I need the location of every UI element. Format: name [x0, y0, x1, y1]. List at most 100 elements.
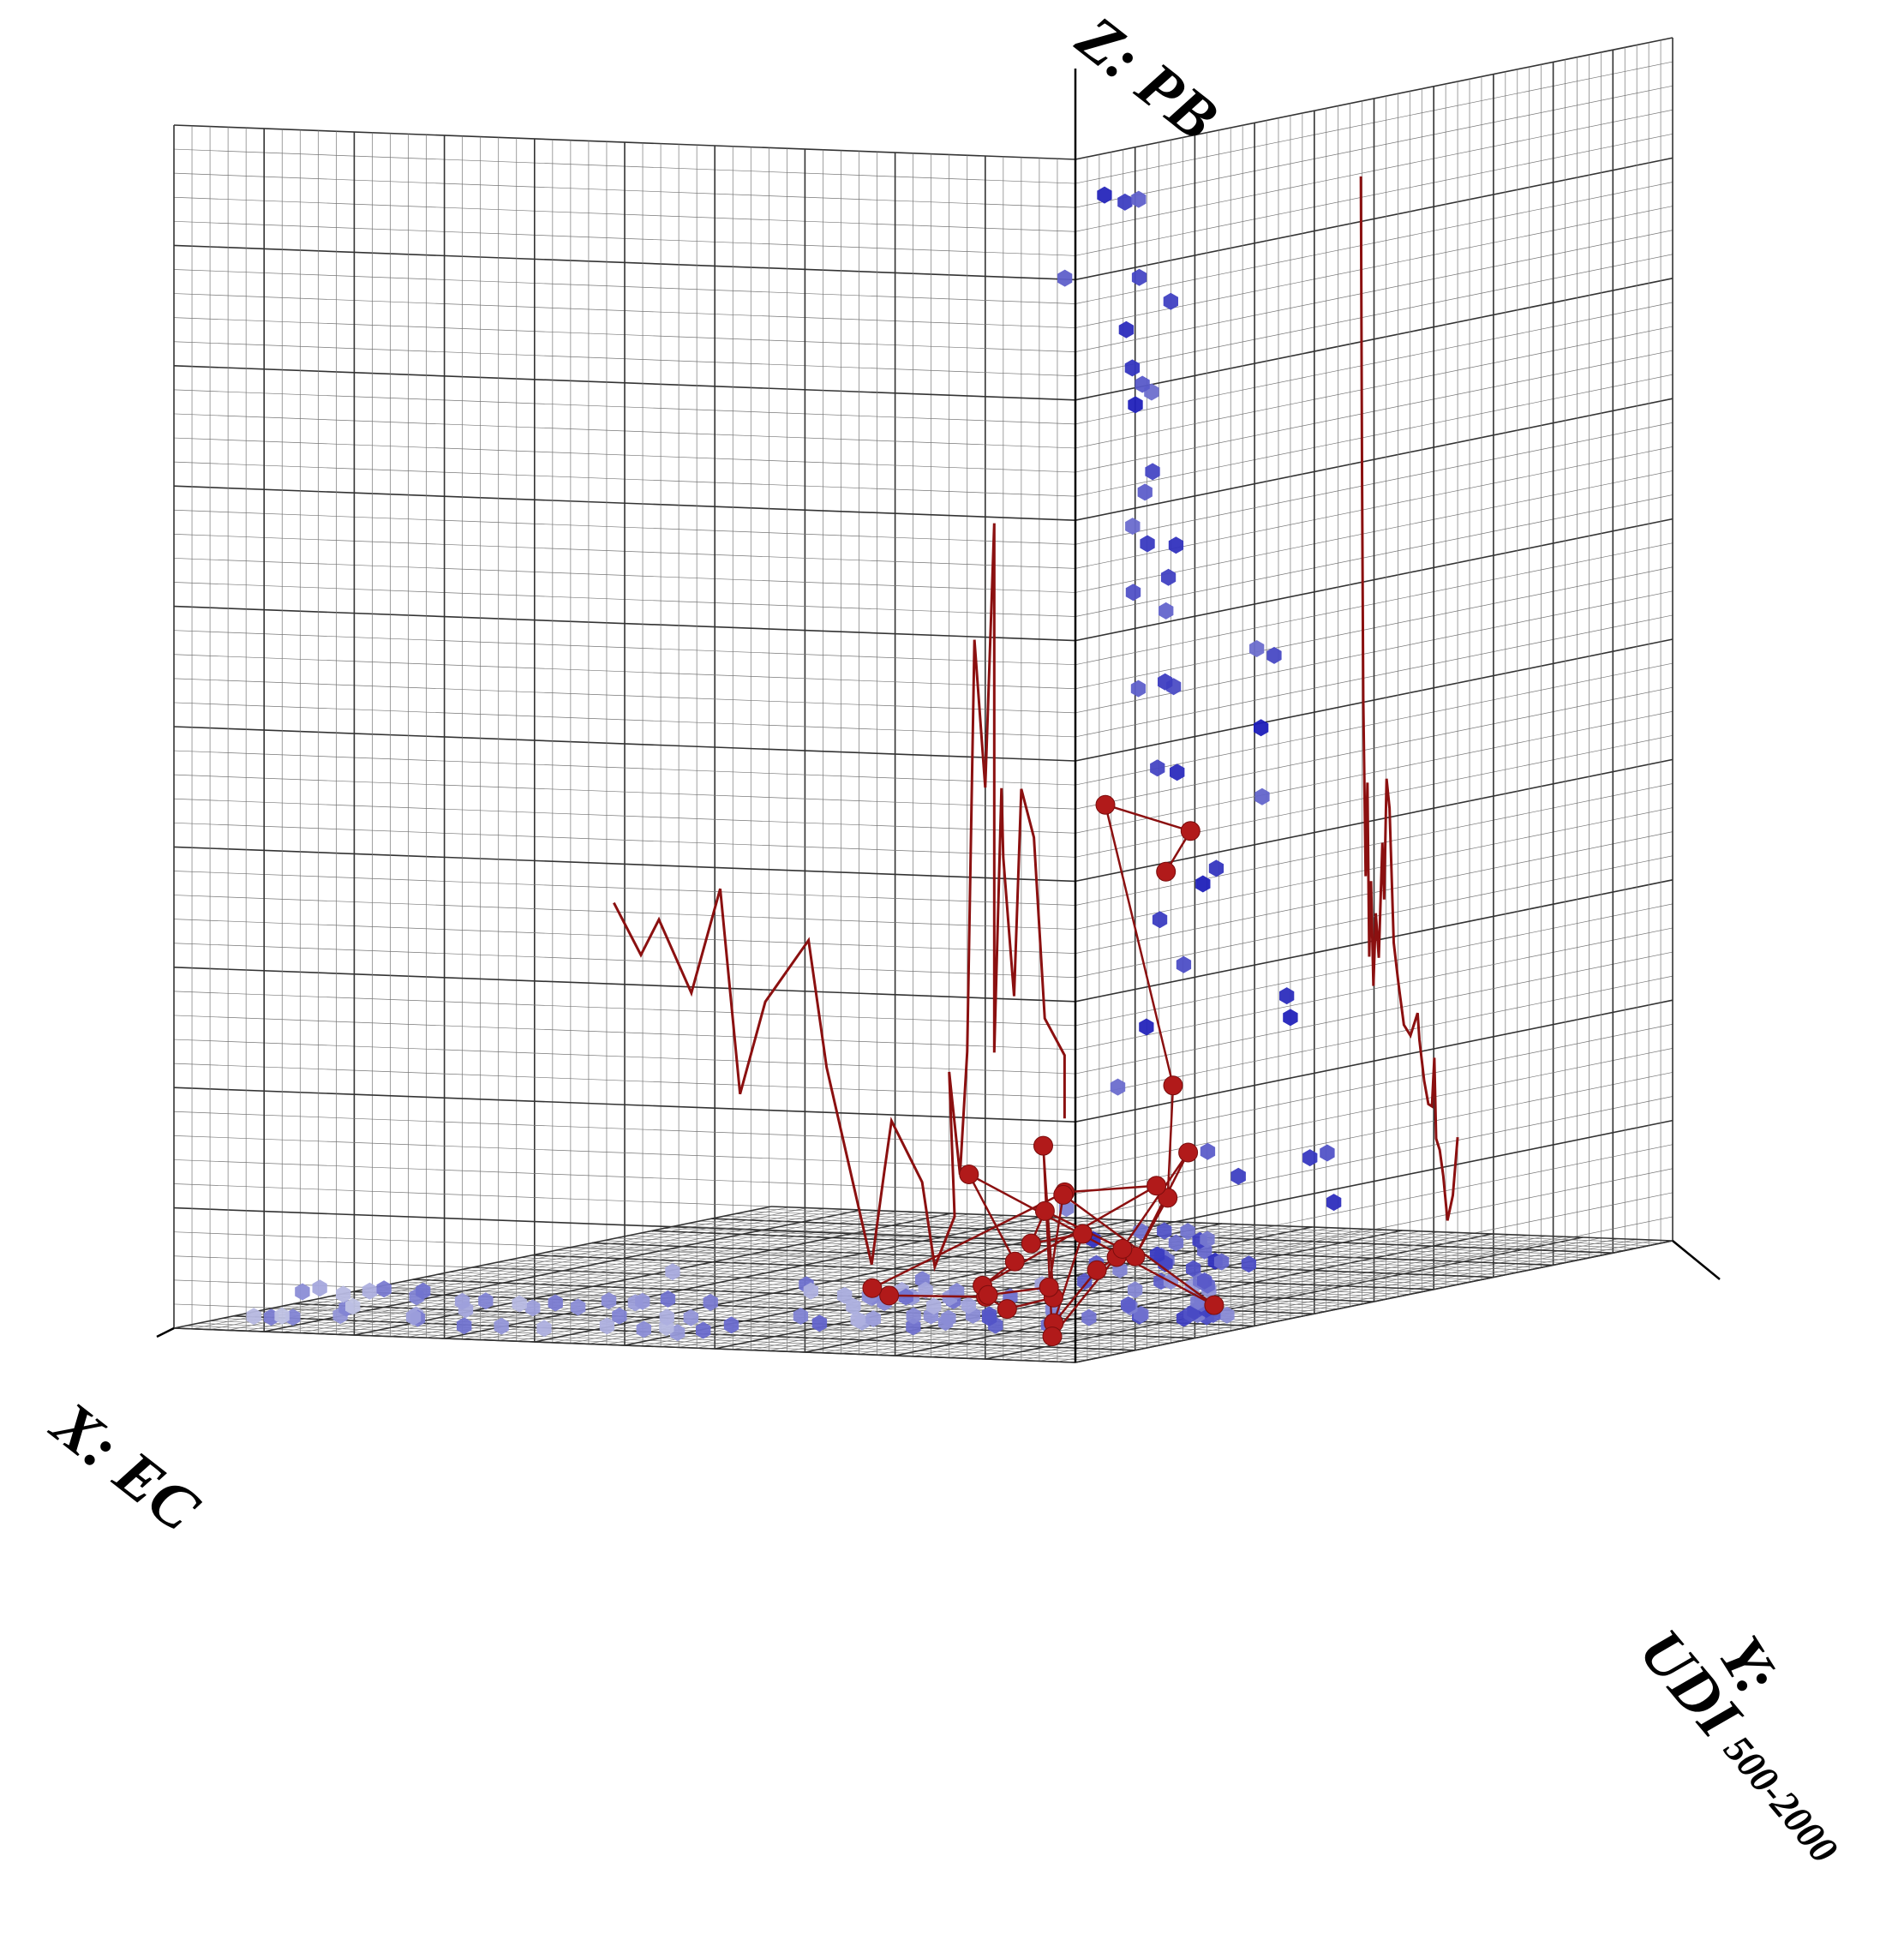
- cloud-point: [1279, 987, 1295, 1005]
- cloud-point: [659, 1308, 674, 1326]
- cloud-point: [457, 1317, 472, 1335]
- back-right-grid-line: [1075, 662, 1673, 786]
- floor-grid-line: [770, 1206, 1673, 1242]
- cloud-point: [1125, 584, 1141, 602]
- cloud-point: [1152, 911, 1168, 929]
- floor-grid-line: [532, 1254, 1434, 1290]
- pareto-point: [1180, 821, 1200, 841]
- cloud-point: [1121, 1296, 1136, 1314]
- pareto-point: [1156, 861, 1177, 882]
- cloud-point: [683, 1308, 698, 1326]
- back-wall-projection: [613, 523, 1066, 1272]
- cloud-point: [1170, 763, 1185, 781]
- cloud-point: [512, 1295, 527, 1313]
- back-left-grid-line: [173, 919, 1076, 954]
- cloud-point: [454, 1292, 470, 1310]
- cloud-point: [1157, 1222, 1172, 1240]
- cloud-point: [362, 1282, 377, 1300]
- pareto-point: [1073, 1224, 1093, 1244]
- pareto-point: [1204, 1295, 1224, 1315]
- back-right-grid-line: [1075, 638, 1673, 762]
- cloud-point: [1097, 186, 1112, 204]
- pareto-point: [1095, 794, 1116, 815]
- floor-grid-line: [591, 1242, 1494, 1278]
- cloud-point: [1124, 359, 1141, 377]
- cloud-point: [1125, 518, 1141, 536]
- back-left-grid-line: [173, 967, 1076, 1003]
- cloud-point: [612, 1307, 627, 1325]
- back-right-grid-line: [1075, 734, 1673, 858]
- pareto-point: [997, 1299, 1017, 1320]
- floor-grid-line: [496, 1261, 1398, 1297]
- back-left-grid-line: [173, 991, 1076, 1027]
- cloud-point: [1117, 193, 1133, 211]
- back-right-grid-line: [1075, 807, 1673, 930]
- cloud-point: [1140, 535, 1155, 553]
- back-left-grid-line: [173, 1207, 1076, 1243]
- back-right-grid-line: [1075, 831, 1673, 954]
- cloud-point: [1081, 1308, 1097, 1326]
- back-left-grid-line: [173, 1231, 1076, 1267]
- floor-grid-line: [627, 1235, 1530, 1271]
- cloud-point: [1158, 673, 1173, 691]
- right-wall-projection: [1359, 176, 1459, 1221]
- cloud-point: [1320, 1144, 1335, 1162]
- cloud-point: [1077, 1272, 1093, 1290]
- cloud-point: [660, 1290, 676, 1308]
- floor-grid-line: [579, 1245, 1482, 1280]
- pareto-point: [959, 1165, 979, 1184]
- y-axis-label-subscript: 500-2000: [1715, 1727, 1846, 1871]
- floor-grid-line: [723, 1216, 1626, 1251]
- cloud-point: [1186, 1260, 1201, 1278]
- pareto-point: [1163, 1075, 1183, 1096]
- back-left-grid-line: [173, 822, 1076, 858]
- cloud-point: [1180, 1223, 1195, 1241]
- cloud-point: [1302, 1149, 1318, 1167]
- pareto-point: [1039, 1277, 1059, 1297]
- floor-grid-line: [759, 1208, 1662, 1244]
- cloud-point: [1230, 1167, 1246, 1185]
- cloud-point: [599, 1317, 615, 1335]
- cloud-point: [636, 1320, 651, 1338]
- cloud-point: [1118, 320, 1135, 338]
- pareto-point: [1021, 1233, 1041, 1254]
- back-left-grid-line: [173, 750, 1076, 786]
- cloud-point: [1139, 1018, 1154, 1036]
- pareto-point: [1004, 1251, 1025, 1272]
- cloud-point: [803, 1282, 818, 1300]
- back-left-grid-line: [173, 1111, 1076, 1147]
- pareto-point: [1147, 1176, 1167, 1196]
- cloud-point: [941, 1309, 956, 1327]
- cloud-point: [635, 1292, 650, 1310]
- pareto-point: [1034, 1201, 1055, 1221]
- cloud-point: [1131, 268, 1147, 286]
- floor-grid-line: [699, 1220, 1602, 1256]
- cloud-point: [1150, 759, 1165, 777]
- back-left-grid-line: [173, 846, 1076, 883]
- cloud-point: [1200, 1142, 1216, 1160]
- cloud-point: [1128, 1281, 1143, 1299]
- cloud-point: [898, 1288, 913, 1306]
- cloud-point: [865, 1310, 881, 1327]
- cloud-point: [1131, 190, 1147, 208]
- cloud-point: [1200, 1230, 1215, 1248]
- projection-lines: [613, 176, 1459, 1272]
- pareto-front-line: [869, 803, 1215, 1339]
- back-left-grid-line: [173, 895, 1076, 930]
- floor-grid-line: [615, 1237, 1518, 1273]
- y-axis-line: [1672, 1240, 1721, 1280]
- cloud-point: [1135, 375, 1150, 393]
- cloud-point: [536, 1320, 552, 1338]
- back-left-grid-line: [173, 1063, 1076, 1099]
- cloud-point: [246, 1308, 261, 1326]
- back-right-grid-line: [1075, 1240, 1673, 1363]
- cloud-point: [961, 1296, 976, 1314]
- cloud-point: [850, 1311, 865, 1329]
- cloud-point: [1283, 1009, 1298, 1027]
- floor-grid-line: [484, 1264, 1386, 1300]
- cloud-point: [478, 1292, 494, 1310]
- cloud-point: [1137, 483, 1153, 501]
- back-right-grid-line: [1075, 999, 1673, 1123]
